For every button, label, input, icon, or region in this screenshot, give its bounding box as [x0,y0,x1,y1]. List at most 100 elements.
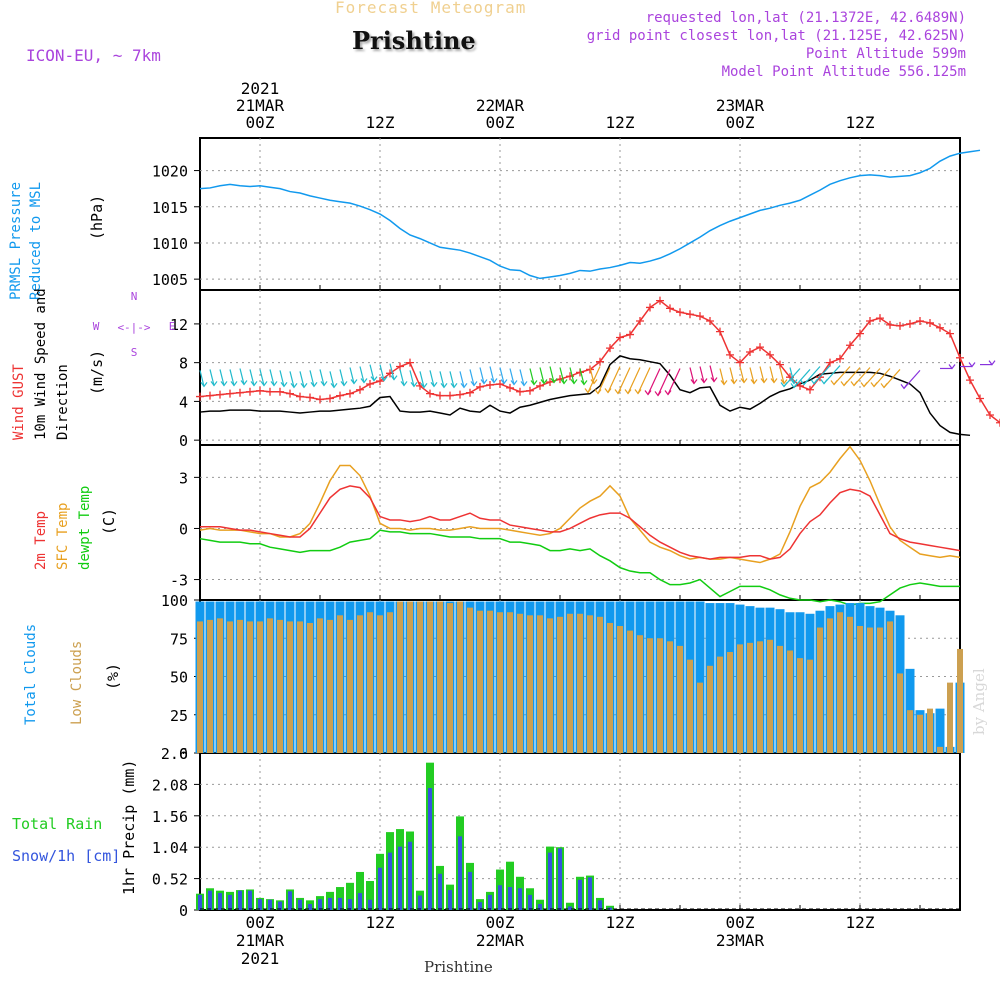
gust-marker-50 [696,312,704,321]
gust-marker-70 [896,321,904,330]
wind-barb-head-76 [968,362,976,368]
clouds-unit: (%) [104,662,122,690]
gust-marker-9 [286,389,294,398]
gust-marker-12 [316,395,324,404]
wind-barb-head-31 [510,380,518,386]
snow-bar-38 [578,879,582,910]
snow-bar-9 [288,891,292,910]
low-cloud-bar-17 [367,612,373,753]
ytick-label-4-1: 0.52 [152,871,188,889]
snow-bar-1 [208,890,212,910]
wind-barb-45 [637,367,651,394]
wind-barb-22 [419,371,425,388]
low-cloud-bar-7 [267,618,273,753]
wind-barb-head-17 [370,376,378,382]
wind-barb-1 [209,369,215,386]
low-cloud-bar-56 [757,641,763,753]
wind-barb-head-54 [740,378,748,384]
top-time-label-4-0: 23MAR [716,96,765,115]
wind-barb-head-16 [360,378,368,384]
wind-barb-head-43 [614,389,622,395]
ytick-label-3-0: 0 [179,745,188,763]
gust-marker-80 [996,418,1000,427]
low-cloud-bar-58 [777,645,783,753]
gust-marker-65 [846,341,854,350]
compass-arrows: <-|-> [117,321,150,334]
snow-bar-27 [468,871,472,910]
snow-bar-24 [438,873,442,910]
wind-barb-26 [459,371,465,388]
wind-barb-head-70 [880,383,888,389]
gust-marker-60 [796,381,804,390]
wind-barb-head-62 [800,380,808,386]
wind-barb-43 [617,367,631,394]
wind-barb-27 [469,369,475,386]
gust-marker-74 [936,323,944,332]
gust-marker-69 [886,320,894,329]
ytick-label-3-4: 100 [161,592,188,610]
wind-barb-head-27 [470,381,478,387]
wind-barb-25 [449,371,455,388]
low-cloud-bar-68 [877,627,883,753]
wind-barb-head-40 [584,388,592,394]
ytick-label-4-0: 0 [179,902,188,920]
wind-barb-46 [647,368,661,395]
low-cloud-bar-36 [557,616,563,753]
wind-barb-47 [657,369,671,396]
wind-barb-head-68 [860,382,868,388]
clouds-title-part-1: Low Clouds [69,640,85,725]
low-cloud-bar-37 [567,613,573,753]
subtitle: Forecast Meteogram [335,0,527,17]
low-cloud-bar-76 [957,648,963,753]
gust-marker-54 [736,358,744,367]
wind-barb-head-60 [780,382,788,388]
gust-marker-29 [486,380,494,389]
low-cloud-bar-21 [407,601,413,753]
snow-bar-30 [498,885,502,910]
wind-barb-57 [769,366,775,383]
page-title: Prishtine [352,26,476,55]
rain-bar-16 [356,871,364,910]
wind-barb-head-61 [790,383,798,389]
low-cloud-bar-23 [427,601,433,753]
wind-barb-6 [259,369,265,386]
snow-bar-40 [598,900,602,910]
wind-barb-20 [399,369,405,386]
ytick-label-2-1: 0 [179,520,188,538]
gust-marker-25 [446,391,454,400]
low-cloud-bar-6 [257,621,263,753]
wind-barb-52 [719,368,725,385]
wind-barb-head-78 [988,360,996,366]
wind-barb-head-26 [460,383,468,389]
precip-title: Total Rain Snow/1h [cm] [12,808,122,872]
wind-barb-head-7 [270,381,278,387]
gust-marker-76 [956,353,964,362]
total-cloud-bar-74 [935,708,945,753]
wind-barb-head-19 [390,375,398,381]
gust-marker-16 [356,385,364,394]
snow-bar-16 [358,893,362,910]
wind-barb-10 [299,371,305,388]
wind-barb-head-4 [240,380,248,386]
gust-marker-4 [236,388,244,397]
low-cloud-bar-63 [827,618,833,753]
wind-barb-head-3 [230,381,238,387]
wind-barb-head-30 [500,379,508,385]
wind-barb-13 [329,371,335,388]
snow-bar-20 [398,846,402,910]
wind-barb-29 [489,366,495,383]
low-cloud-bar-32 [517,613,523,753]
snow-bar-10 [298,899,302,910]
gust-marker-58 [776,360,784,369]
wind-barb-28 [479,367,485,384]
low-cloud-bar-10 [297,621,303,753]
ytick-label-0-0: 1005 [152,271,188,289]
wind-barb-head-14 [340,381,348,387]
wind-barb-head-29 [490,378,498,384]
wind-barb-head-9 [290,383,298,389]
low-cloud-bar-3 [227,621,233,753]
wind-barb-59 [789,367,795,384]
wind-title: Wind GUST 10m Wind Speed and Direction [8,280,74,440]
low-cloud-bar-60 [797,658,803,753]
low-cloud-bar-22 [417,601,423,753]
